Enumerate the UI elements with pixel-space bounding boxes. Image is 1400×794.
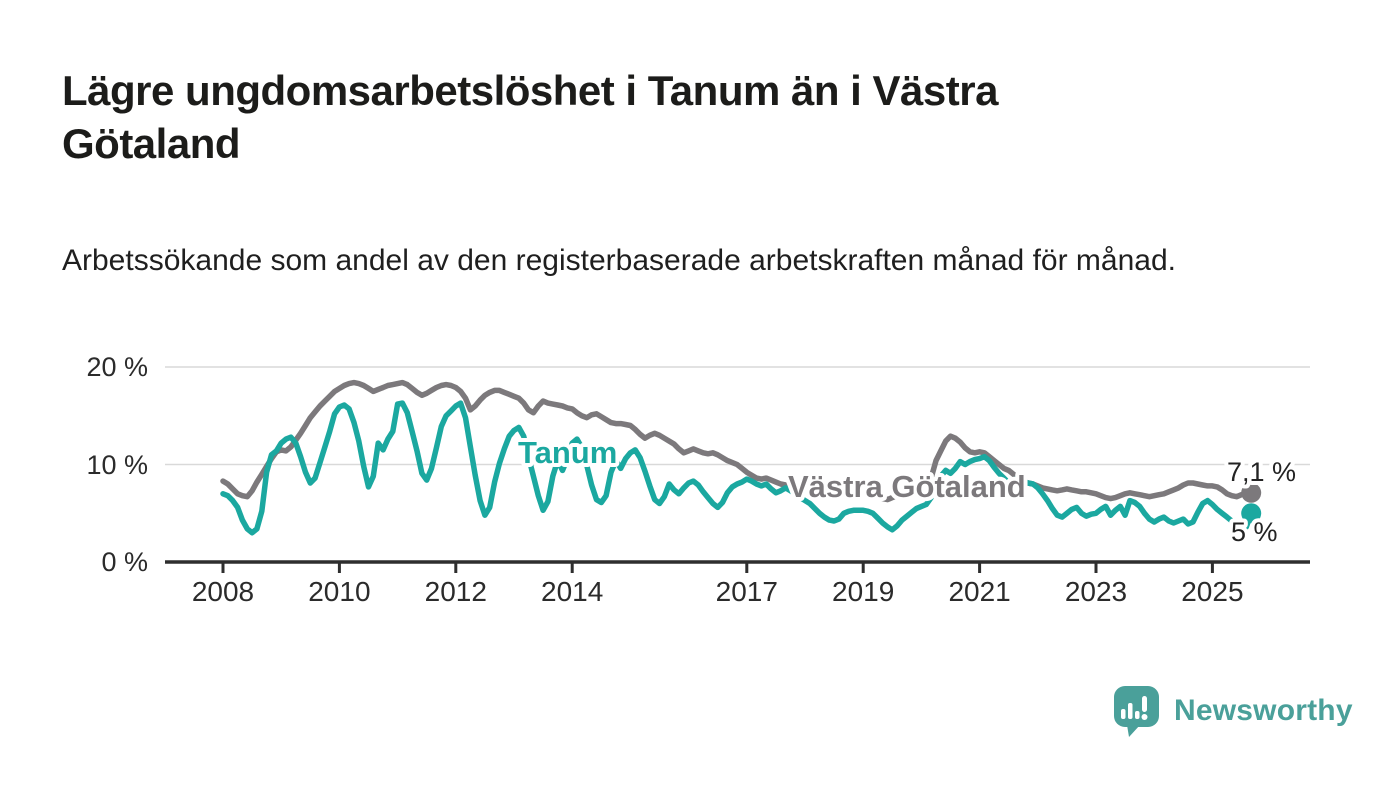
y-axis-label: 20 % (86, 352, 148, 382)
brand-footer[interactable]: Newsworthy (1112, 684, 1353, 738)
series-label-vastra-gotaland: Västra Götaland (788, 469, 1026, 504)
latest-value-dot-tanum (1241, 503, 1262, 524)
series-label-tanum: Tanum (518, 435, 617, 470)
brand-name: Newsworthy (1174, 694, 1353, 727)
x-axis (165, 560, 1310, 573)
x-axis-label: 2023 (1064, 576, 1128, 607)
end-value-label-vastra-gotaland: 7,1 % (1227, 457, 1296, 487)
x-axis-label: 2010 (308, 576, 371, 607)
y-axis-label: 10 % (86, 449, 148, 480)
chart-description: Arbetssökande som andel av den registerb… (62, 244, 1176, 277)
end-value-label-tanum: 5 % (1231, 517, 1278, 547)
latest-value-dots (1241, 482, 1262, 524)
x-axis-label: 2012 (424, 576, 487, 607)
data-series-lines (220, 379, 1254, 536)
x-axis-label: 2017 (715, 576, 778, 607)
x-axis-label: 2021 (948, 576, 1011, 607)
line-chart: 7,1 % 5 % Tanum Västra Götaland 0 % 10 % 2… (0, 330, 1400, 660)
x-axis-label: 2014 (541, 576, 604, 607)
gridlines (165, 366, 1310, 466)
latest-value-dot-v-stra-g-taland (1241, 482, 1262, 503)
series-line-tanum (220, 400, 1254, 536)
x-axis-label: 2008 (191, 576, 255, 607)
x-axis-label: 2019 (832, 576, 895, 607)
page-title: Lägre ungdomsarbetslöshet i Tanum än i V… (62, 67, 998, 167)
newsworthy-logo-icon (1114, 686, 1159, 737)
y-axis-label: 0 % (101, 547, 148, 577)
x-axis-label: 2025 (1181, 576, 1244, 607)
series-line-v-stra-g-taland (220, 379, 1254, 503)
